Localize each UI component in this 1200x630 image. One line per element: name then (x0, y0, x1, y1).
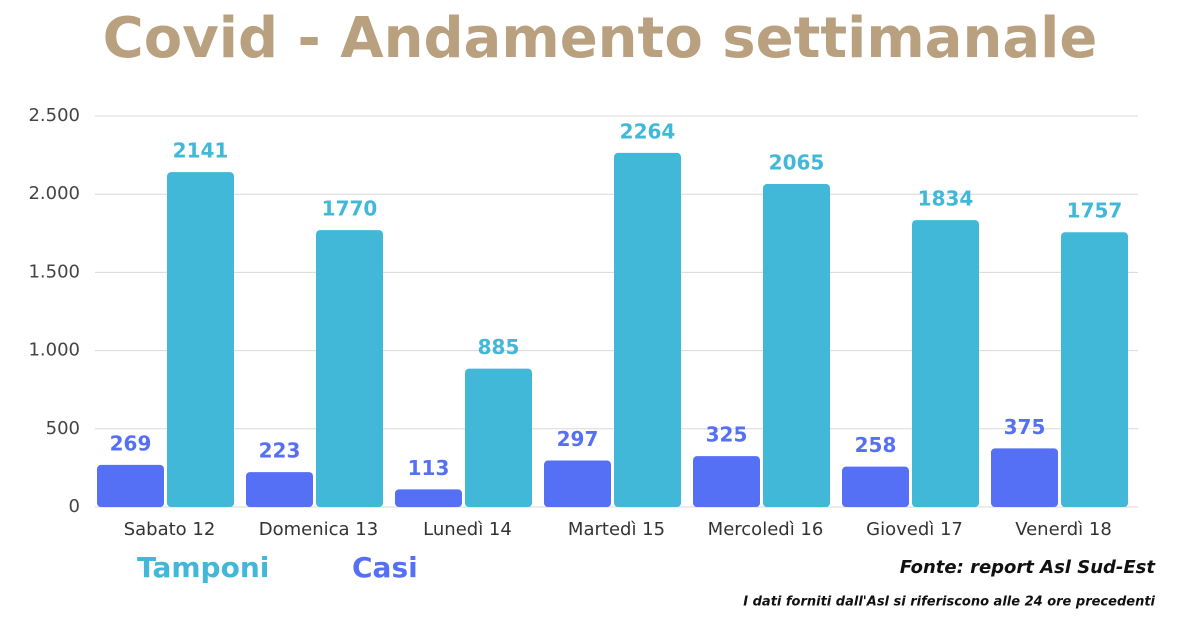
data-label: 1770 (322, 197, 378, 221)
data-label: 1834 (918, 187, 974, 211)
y-tick-label: 2.000 (28, 183, 80, 204)
x-tick-label: Lunedì 14 (423, 519, 512, 540)
bar (167, 172, 234, 508)
note: I dati forniti dall'Asl si riferiscono a… (743, 595, 1155, 610)
y-tick-label: 1.000 (28, 340, 80, 361)
y-tick-label: 500 (46, 418, 80, 439)
x-tick-label: Venerdì 18 (1015, 519, 1112, 540)
data-label: 223 (259, 439, 301, 463)
bar (693, 456, 760, 507)
legend-entry: Casi (352, 551, 418, 584)
data-label: 113 (408, 456, 450, 480)
y-tick-label: 2.500 (28, 105, 80, 126)
bar (991, 448, 1058, 507)
data-label: 1757 (1067, 199, 1123, 223)
y-tick-label: 0 (69, 496, 80, 517)
data-label: 885 (478, 335, 520, 359)
bar (842, 466, 909, 507)
x-tick-label: Mercoledì 16 (708, 519, 824, 540)
bar (97, 464, 164, 507)
x-tick-label: Martedì 15 (568, 519, 665, 540)
bar (544, 460, 611, 507)
bar (395, 489, 462, 507)
bar (912, 220, 979, 507)
bar (316, 230, 383, 507)
data-label: 2065 (769, 151, 825, 175)
data-label: 258 (855, 433, 897, 457)
data-label: 375 (1004, 415, 1046, 439)
legend-entry: Tamponi (137, 551, 269, 584)
chart-title: Covid - Andamento settimanale (103, 6, 1098, 71)
x-tick-label: Sabato 12 (124, 519, 216, 540)
bar (1061, 232, 1128, 507)
data-label: 269 (110, 431, 152, 455)
x-tick-label: Giovedì 17 (866, 519, 963, 540)
data-label: 297 (557, 427, 599, 451)
bar (465, 368, 532, 507)
y-tick-label: 1.500 (28, 261, 80, 282)
x-tick-label: Domenica 13 (259, 519, 378, 540)
data-label: 325 (706, 423, 748, 447)
bar (246, 472, 313, 507)
source: Fonte: report Asl Sud-Est (900, 557, 1157, 578)
bar (614, 152, 681, 507)
data-label: 2141 (173, 139, 229, 163)
bar (763, 184, 830, 507)
data-label: 2264 (620, 119, 676, 143)
